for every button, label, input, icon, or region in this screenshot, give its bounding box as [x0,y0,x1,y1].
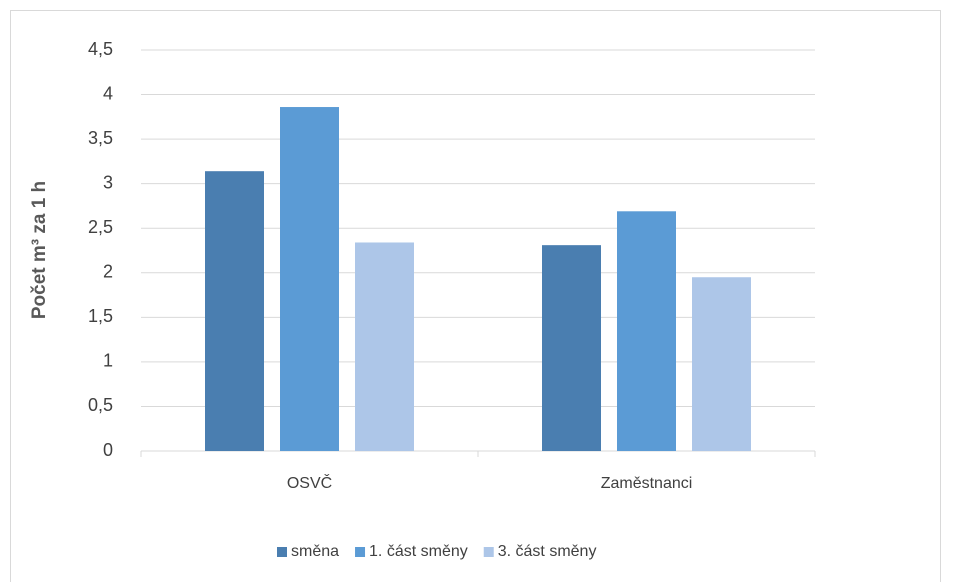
legend-label: 1. část směny [369,543,468,560]
y-tick-label: 0,5 [88,395,113,415]
legend-swatch [355,547,366,557]
y-tick-label: 2 [103,262,113,282]
legend-swatch [277,547,287,557]
bar [617,211,676,451]
y-tick-label: 4,5 [88,39,113,59]
y-tick-label: 2,5 [88,217,113,237]
bar [692,277,751,451]
bar [205,171,264,452]
bar [355,242,414,451]
chart-frame [10,10,941,582]
legend-swatch [483,547,494,557]
y-tick-label: 1 [103,351,113,371]
y-axis-label: Počet m³ za 1 h [29,181,50,319]
y-tick-label: 3 [103,172,113,192]
x-tick-label: OSVČ [287,473,332,492]
bar [542,245,601,451]
x-tick-label: Zaměstnanci [601,475,693,492]
legend-label: 3. část směny [498,543,597,560]
bar [280,107,339,451]
legend-label: směna [291,543,339,560]
y-tick-label: 1,5 [88,306,113,326]
y-tick-label: 0 [103,440,113,460]
y-tick-label: 3,5 [88,128,113,148]
y-tick-label: 4 [103,83,113,103]
